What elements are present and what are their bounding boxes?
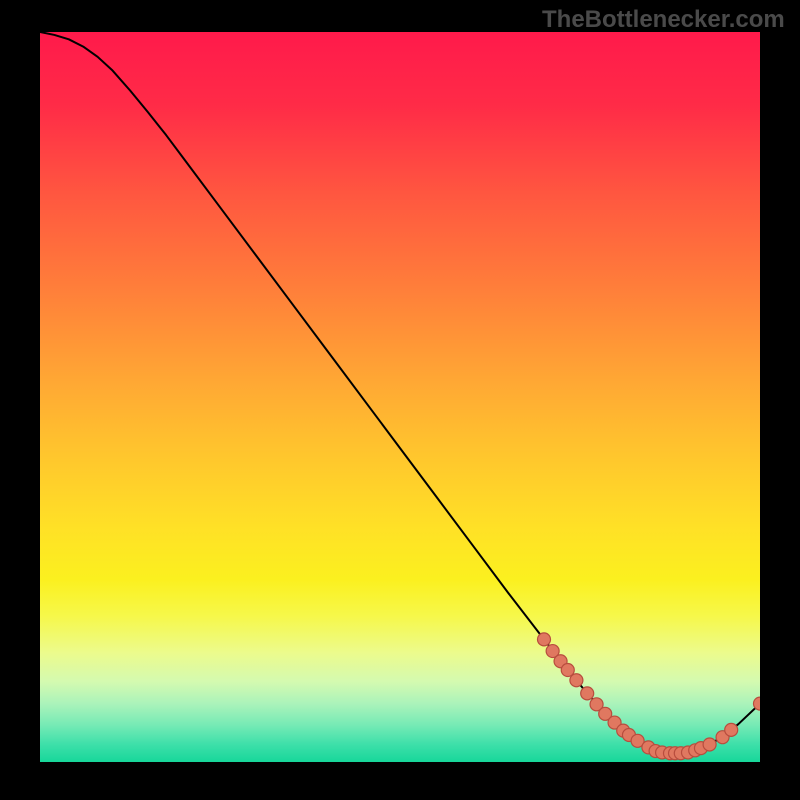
gradient-background bbox=[40, 32, 760, 762]
data-marker bbox=[703, 738, 716, 751]
data-marker bbox=[581, 687, 594, 700]
data-marker bbox=[538, 633, 551, 646]
chart-svg bbox=[40, 32, 760, 762]
watermark-text: TheBottlenecker.com bbox=[542, 6, 785, 34]
data-marker bbox=[725, 723, 738, 736]
data-marker bbox=[570, 674, 583, 687]
chart-stage: TheBottlenecker.com bbox=[0, 0, 800, 800]
plot-area bbox=[40, 32, 760, 762]
